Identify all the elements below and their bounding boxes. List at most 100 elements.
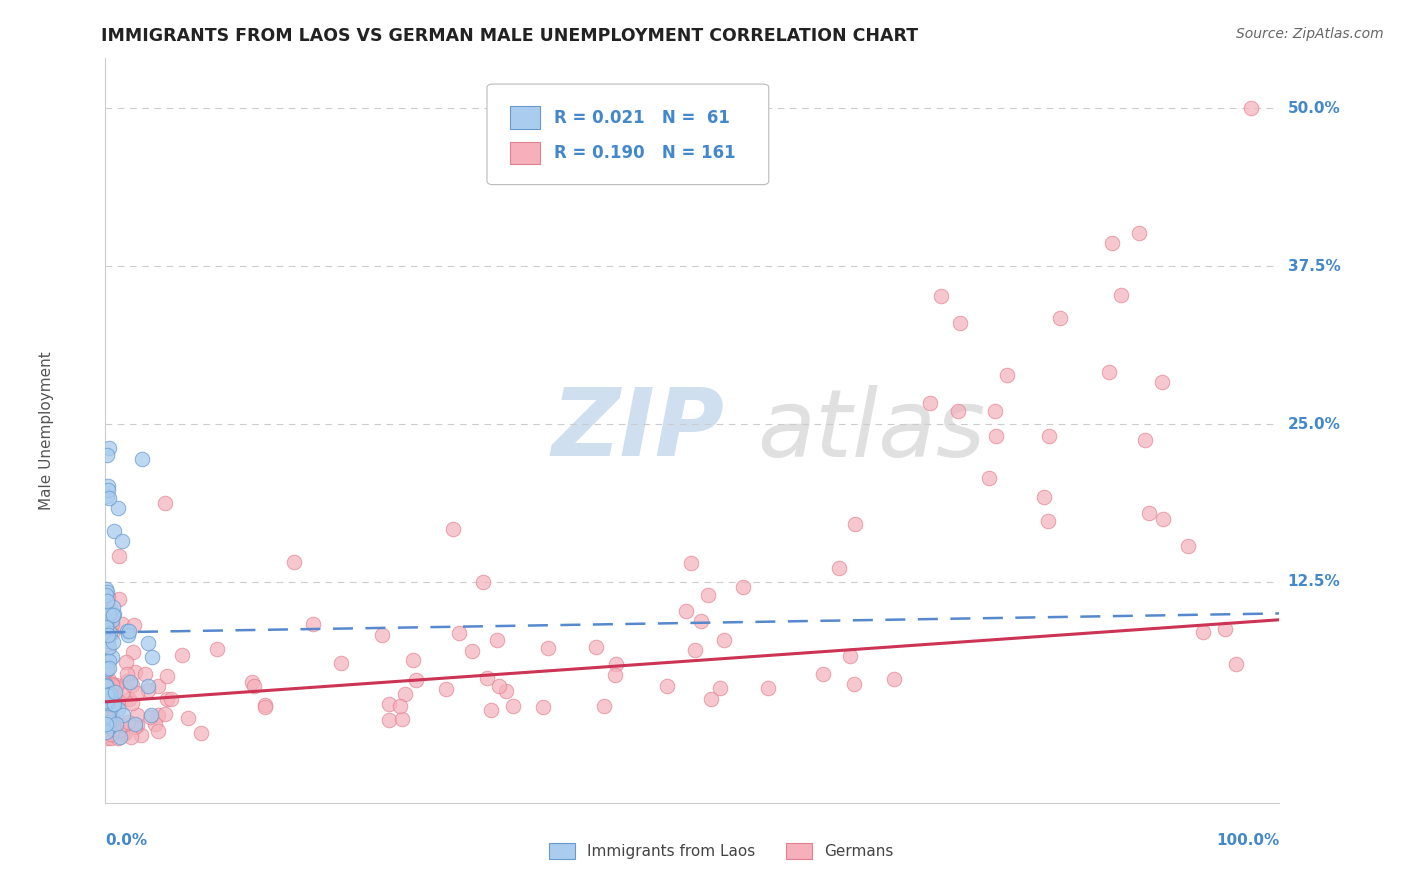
- Text: atlas: atlas: [756, 384, 986, 476]
- Point: [98, 625, 121, 640]
- Point: [94, 620, 117, 634]
- Point: [124, 720, 146, 734]
- Point: [117, 624, 139, 638]
- Point: [811, 666, 834, 681]
- Point: [98, 661, 121, 675]
- Point: [97, 641, 120, 656]
- Point: [110, 727, 132, 741]
- FancyBboxPatch shape: [510, 142, 540, 164]
- Point: [136, 682, 159, 697]
- Point: [108, 549, 131, 564]
- Point: [948, 403, 970, 417]
- Point: [97, 634, 120, 648]
- Point: [115, 674, 138, 689]
- Point: [828, 561, 851, 575]
- Point: [94, 679, 117, 693]
- FancyBboxPatch shape: [550, 843, 575, 859]
- Point: [136, 636, 159, 650]
- Point: [104, 685, 127, 699]
- Point: [107, 694, 129, 708]
- Point: [125, 685, 148, 699]
- Point: [101, 678, 124, 692]
- Point: [148, 679, 170, 693]
- Point: [111, 616, 134, 631]
- Point: [94, 653, 117, 667]
- Point: [97, 590, 120, 604]
- Point: [153, 707, 176, 722]
- Point: [537, 640, 560, 655]
- FancyBboxPatch shape: [510, 106, 540, 128]
- Point: [125, 707, 148, 722]
- Point: [96, 728, 118, 742]
- Point: [98, 687, 121, 701]
- Point: [108, 731, 131, 745]
- Point: [378, 697, 401, 711]
- Point: [153, 496, 176, 510]
- Point: [156, 669, 179, 683]
- Point: [97, 491, 120, 505]
- Point: [655, 679, 678, 693]
- Point: [301, 617, 323, 632]
- Point: [96, 722, 118, 736]
- Point: [97, 483, 120, 498]
- Point: [593, 698, 616, 713]
- Point: [103, 600, 125, 615]
- Point: [96, 584, 118, 599]
- Point: [1137, 506, 1160, 520]
- Point: [146, 724, 169, 739]
- Point: [107, 501, 129, 516]
- Point: [929, 288, 952, 302]
- Text: 37.5%: 37.5%: [1288, 259, 1340, 274]
- Point: [1213, 622, 1236, 636]
- Point: [94, 582, 117, 596]
- Point: [98, 607, 121, 622]
- Point: [107, 592, 129, 607]
- Point: [1152, 375, 1174, 389]
- Point: [100, 691, 122, 706]
- Point: [94, 689, 117, 703]
- Point: [96, 593, 118, 607]
- Point: [121, 645, 143, 659]
- Point: [124, 665, 146, 680]
- Point: [103, 723, 125, 737]
- Point: [96, 489, 118, 503]
- Point: [111, 686, 134, 700]
- Text: 100.0%: 100.0%: [1216, 833, 1279, 848]
- Point: [96, 687, 118, 701]
- Point: [605, 668, 627, 682]
- Point: [96, 681, 118, 696]
- Point: [97, 728, 120, 742]
- Point: [502, 699, 524, 714]
- Point: [254, 698, 277, 712]
- Point: [697, 588, 720, 602]
- Point: [681, 556, 703, 570]
- Point: [1225, 657, 1247, 671]
- Point: [1111, 288, 1133, 302]
- Point: [94, 725, 117, 739]
- FancyBboxPatch shape: [786, 843, 813, 859]
- Point: [103, 608, 125, 623]
- Text: 12.5%: 12.5%: [1288, 574, 1340, 590]
- Point: [98, 692, 121, 706]
- Point: [117, 692, 139, 706]
- Point: [98, 673, 121, 688]
- Point: [96, 694, 118, 708]
- Point: [104, 724, 127, 739]
- Point: [97, 479, 120, 493]
- Point: [254, 699, 277, 714]
- Point: [96, 680, 118, 694]
- Point: [405, 673, 427, 688]
- Point: [98, 723, 121, 737]
- Point: [97, 628, 120, 642]
- Point: [103, 716, 125, 731]
- Point: [100, 731, 122, 746]
- Point: [585, 640, 607, 654]
- Point: [139, 708, 162, 723]
- Point: [531, 700, 554, 714]
- Point: [371, 627, 394, 641]
- Point: [96, 663, 118, 677]
- Point: [1098, 365, 1121, 379]
- Point: [125, 717, 148, 731]
- Point: [101, 617, 124, 632]
- Point: [402, 652, 425, 666]
